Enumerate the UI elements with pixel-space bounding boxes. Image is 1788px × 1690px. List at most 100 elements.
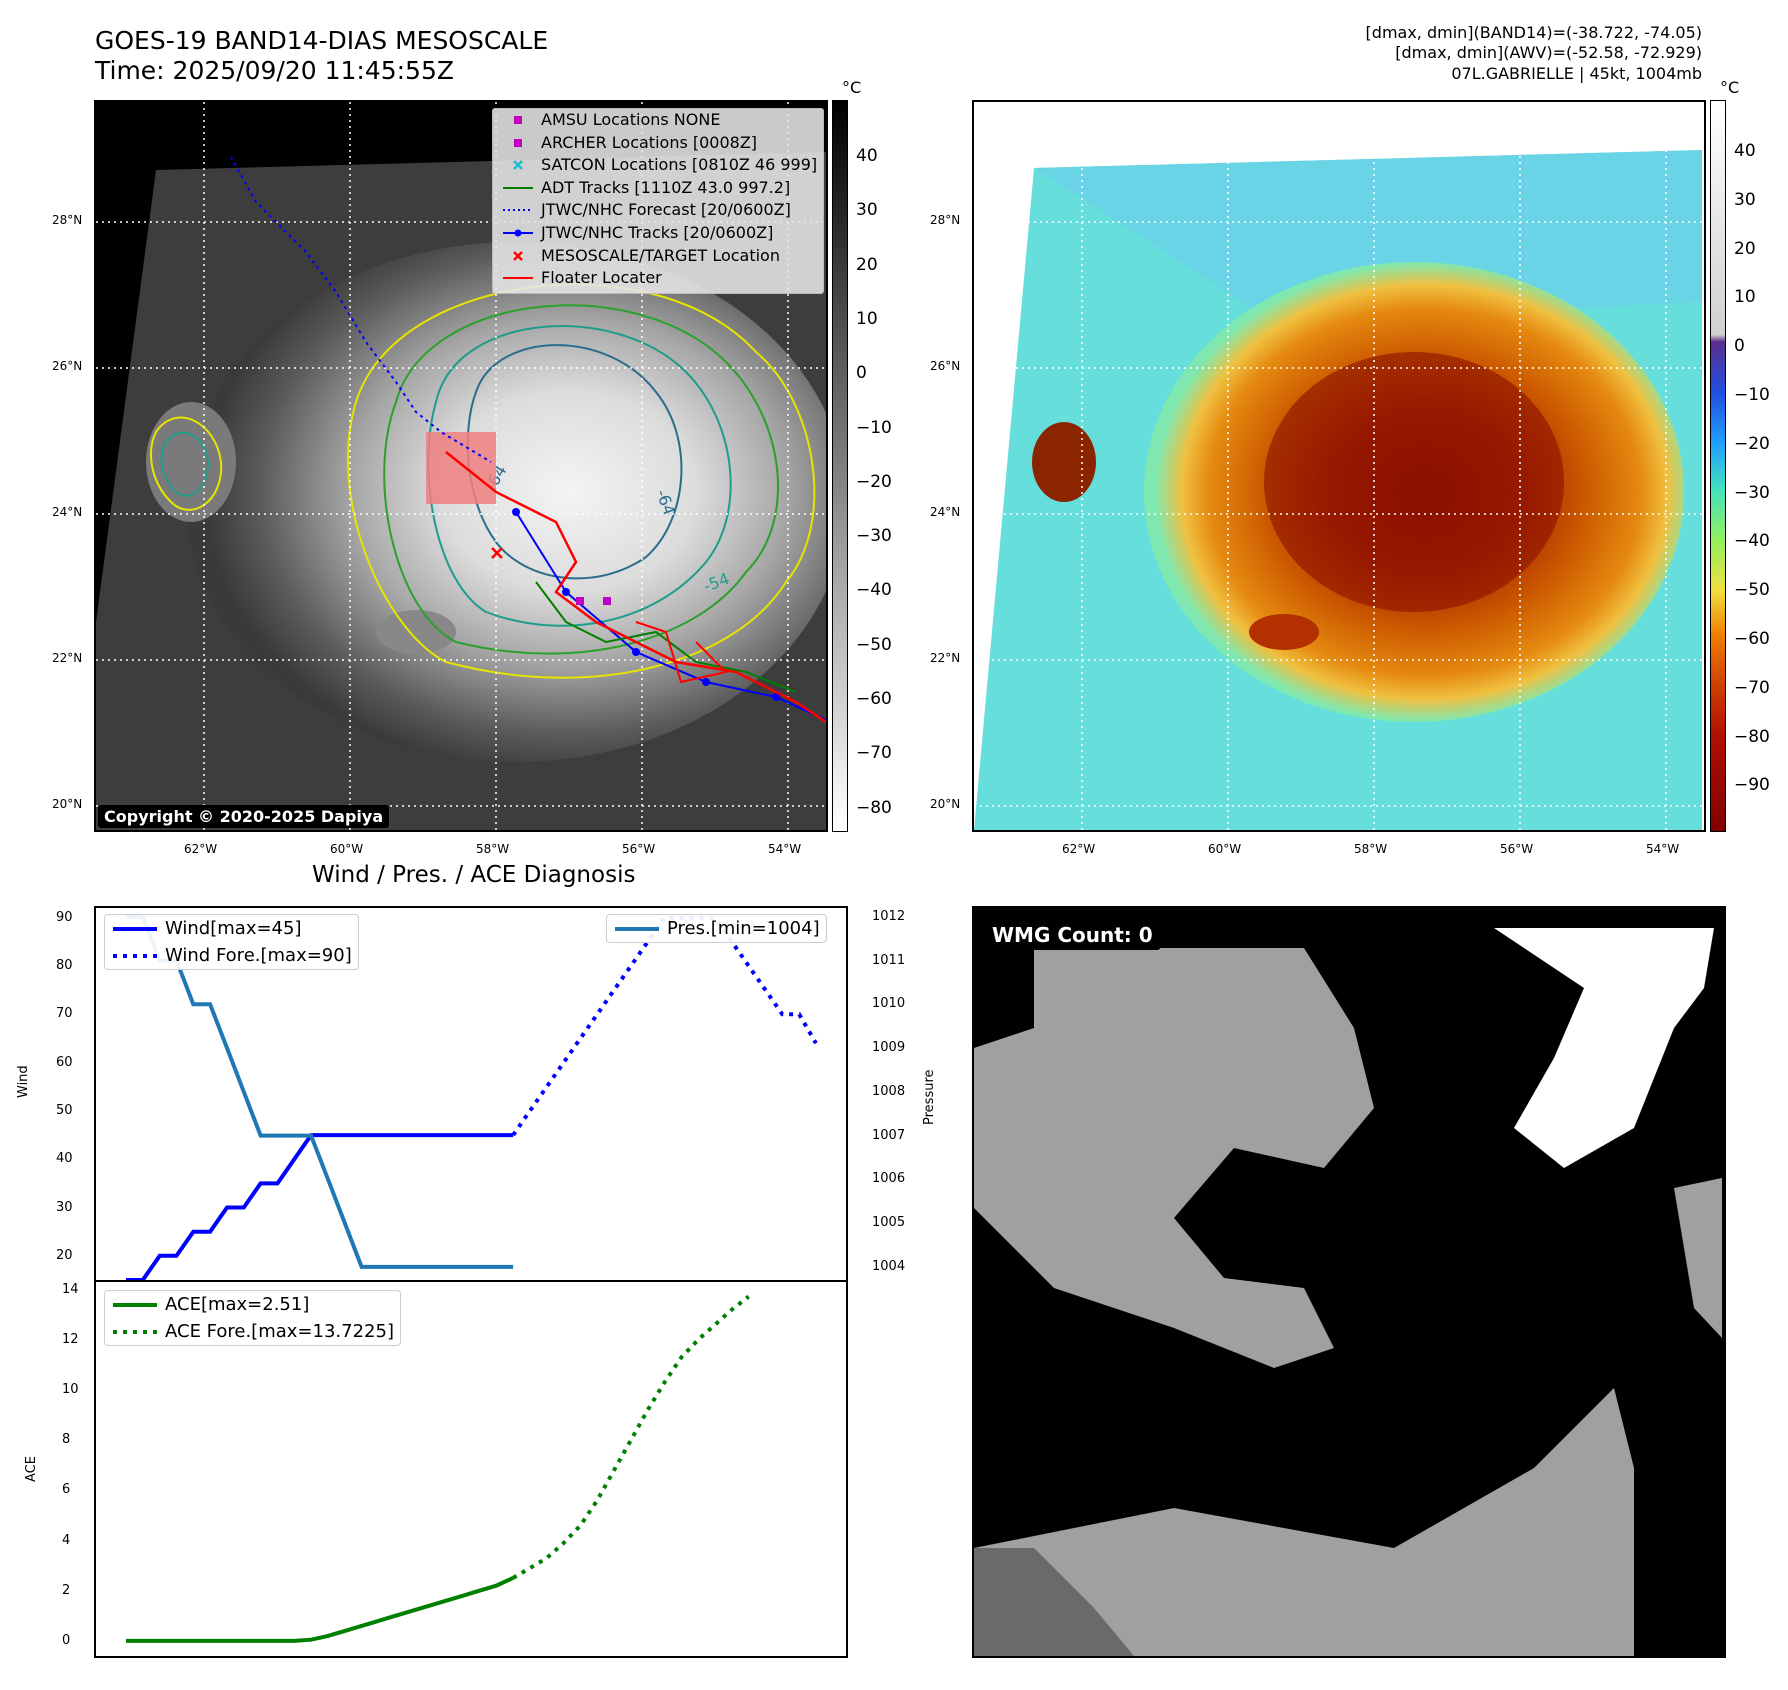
pressure-ytick: 1012	[872, 908, 906, 924]
colorbar-color-tick: 10	[1734, 287, 1756, 308]
wind-ytick: 50	[56, 1102, 73, 1118]
ace-chart-frame	[94, 1280, 848, 1658]
colorbar-gray-tick: −50	[856, 634, 892, 655]
wind-axis-label: Wind	[16, 1065, 31, 1098]
wind-ytick: 40	[56, 1151, 73, 1167]
colorbar-gray-tick: −80	[856, 797, 892, 818]
awv-lon-label-60: 60°W	[1208, 842, 1242, 856]
ace-axis-label: ACE	[24, 1456, 39, 1482]
awv-lon-label-62: 62°W	[1062, 842, 1096, 856]
pressure-ytick: 1010	[872, 996, 906, 1012]
colorbar-gray-tick: −10	[856, 417, 892, 438]
info-line1: [dmax, dmin](BAND14)=(-38.722, -74.05)	[1365, 23, 1702, 42]
series-line-1	[512, 1294, 750, 1580]
legend-wind-forecast: Wind Fore.[max=90]	[113, 945, 352, 966]
pressure-ytick: 1011	[872, 952, 906, 968]
main-title-line2: Time: 2025/09/20 11:45:55Z	[95, 56, 454, 85]
legend-item-forecast: JTWC/NHC Forecast [20/0600Z]	[503, 200, 791, 220]
ir-map-panel: -64 -64 -54 Copyright © 2020-2025 Dapiya	[94, 100, 828, 832]
colorbar-color-tick: −80	[1734, 726, 1770, 747]
legend-ace: ACE[max=2.51]	[113, 1294, 310, 1315]
colorbar-gray-tick: 40	[856, 146, 878, 166]
colorbar-color-tick: −20	[1734, 433, 1770, 454]
lat-label-22: 22°N	[52, 651, 83, 665]
colorbar-gray-tick: 0	[856, 363, 867, 384]
wind-ytick: 60	[56, 1054, 73, 1070]
map-legend: AMSU Locations NONE ARCHER Locations [00…	[492, 108, 824, 294]
colorbar-color-tick: −60	[1734, 629, 1770, 649]
ir-map-image: -64 -64 -54	[96, 102, 826, 830]
ace-ytick: 0	[62, 1632, 71, 1648]
wmg-image	[974, 928, 1722, 1656]
main-title-line1: GOES-19 BAND14-DIAS MESOSCALE	[95, 26, 549, 55]
target-box	[426, 432, 496, 504]
colorbar-color-tick: 20	[1734, 238, 1756, 259]
lon-label-58: 58°W	[476, 842, 510, 856]
pressure-ytick: 1007	[872, 1127, 906, 1143]
colorbar-color-tick: 30	[1734, 189, 1756, 210]
legend-pressure: Pres.[min=1004]	[615, 918, 820, 939]
colorbar-color-tick: −10	[1734, 385, 1770, 405]
lat-label-26: 26°N	[52, 359, 83, 373]
lon-label-62: 62°W	[184, 842, 218, 856]
colorbar-gray-tick: −70	[856, 743, 892, 764]
pressure-axis-label: Pressure	[922, 1069, 937, 1125]
series-line-0	[126, 1576, 514, 1643]
ace-ytick: 8	[62, 1432, 71, 1448]
ace-ytick: 2	[62, 1582, 71, 1598]
awv-lon-label-56: 56°W	[1500, 842, 1534, 856]
lat-label-24: 24°N	[52, 505, 83, 519]
awv-lon-label-54: 54°W	[1646, 842, 1680, 856]
colorbar-color-tick: −90	[1734, 775, 1770, 796]
info-line3: 07L.GABRIELLE | 45kt, 1004mb	[1451, 64, 1702, 83]
colorbar-color-tick: −30	[1734, 482, 1770, 503]
colorbar-color-tick: −50	[1734, 580, 1770, 601]
lon-label-56: 56°W	[622, 842, 656, 856]
ace-chart	[126, 1294, 750, 1643]
wind-legend: Wind[max=45] Wind Fore.[max=90]	[104, 914, 359, 970]
colorbar-color-tick: −70	[1734, 677, 1770, 698]
series-line-1	[511, 915, 818, 1137]
wind-ytick: 70	[56, 1006, 73, 1022]
pressure-legend: Pres.[min=1004]	[606, 914, 827, 943]
pressure-ytick: 1004	[872, 1258, 906, 1274]
lon-label-54: 54°W	[768, 842, 802, 856]
ace-ytick: 12	[62, 1331, 79, 1347]
colorbar-gray-tick: −40	[856, 580, 892, 601]
legend-item-amsu: AMSU Locations NONE	[493, 109, 823, 132]
info-line2: [dmax, dmin](AWV)=(-52.58, -72.929)	[1395, 43, 1702, 62]
wind-pressure-chart	[126, 914, 818, 1280]
ace-ytick: 10	[62, 1381, 79, 1397]
wind-ytick: 90	[56, 909, 73, 925]
awv-lat-label-22: 22°N	[930, 651, 961, 665]
awv-lat-label-24: 24°N	[930, 505, 961, 519]
colorbar-gray-tick: 20	[856, 254, 878, 275]
legend-item-satcon: SATCON Locations [0810Z 46 999]	[493, 154, 823, 177]
legend-wind: Wind[max=45]	[113, 918, 302, 939]
legend-ace-forecast: ACE Fore.[max=13.7225]	[113, 1321, 394, 1342]
pressure-ytick: 1009	[872, 1040, 906, 1056]
colorbar-gray	[832, 100, 848, 832]
copyright-label: Copyright © 2020-2025 Dapiya	[98, 805, 390, 828]
awv-lat-label-28: 28°N	[930, 213, 961, 227]
ace-ytick: 4	[62, 1532, 71, 1548]
legend-item-adt: ADT Tracks [1110Z 43.0 997.2]	[503, 177, 791, 197]
pressure-ytick: 1005	[872, 1215, 906, 1231]
colorbar-color-tick: 0	[1734, 336, 1745, 357]
awv-lat-label-26: 26°N	[930, 359, 961, 373]
colorbar-gray-unit: °C	[842, 78, 862, 97]
colorbar-gray-tick: 10	[856, 308, 878, 329]
lat-label-20: 20°N	[52, 797, 83, 811]
colorbar-gray-tick: −20	[856, 471, 892, 492]
colorbar-color-tick: 40	[1734, 141, 1756, 161]
colorbar-gray-tick: −60	[856, 689, 892, 709]
awv-map-panel	[972, 100, 1706, 832]
pressure-ytick: 1008	[872, 1083, 906, 1099]
legend-item-tracks: JTWC/NHC Tracks [20/0600Z]	[493, 222, 823, 245]
colorbar-color-unit: °C	[1720, 78, 1740, 97]
colorbar-color-tick: −40	[1734, 531, 1770, 552]
wind-ytick: 20	[56, 1247, 73, 1263]
legend-item-target: MESOSCALE/TARGET Location	[493, 245, 823, 268]
diagnosis-title: Wind / Pres. / ACE Diagnosis	[312, 862, 636, 888]
lon-label-60: 60°W	[330, 842, 364, 856]
